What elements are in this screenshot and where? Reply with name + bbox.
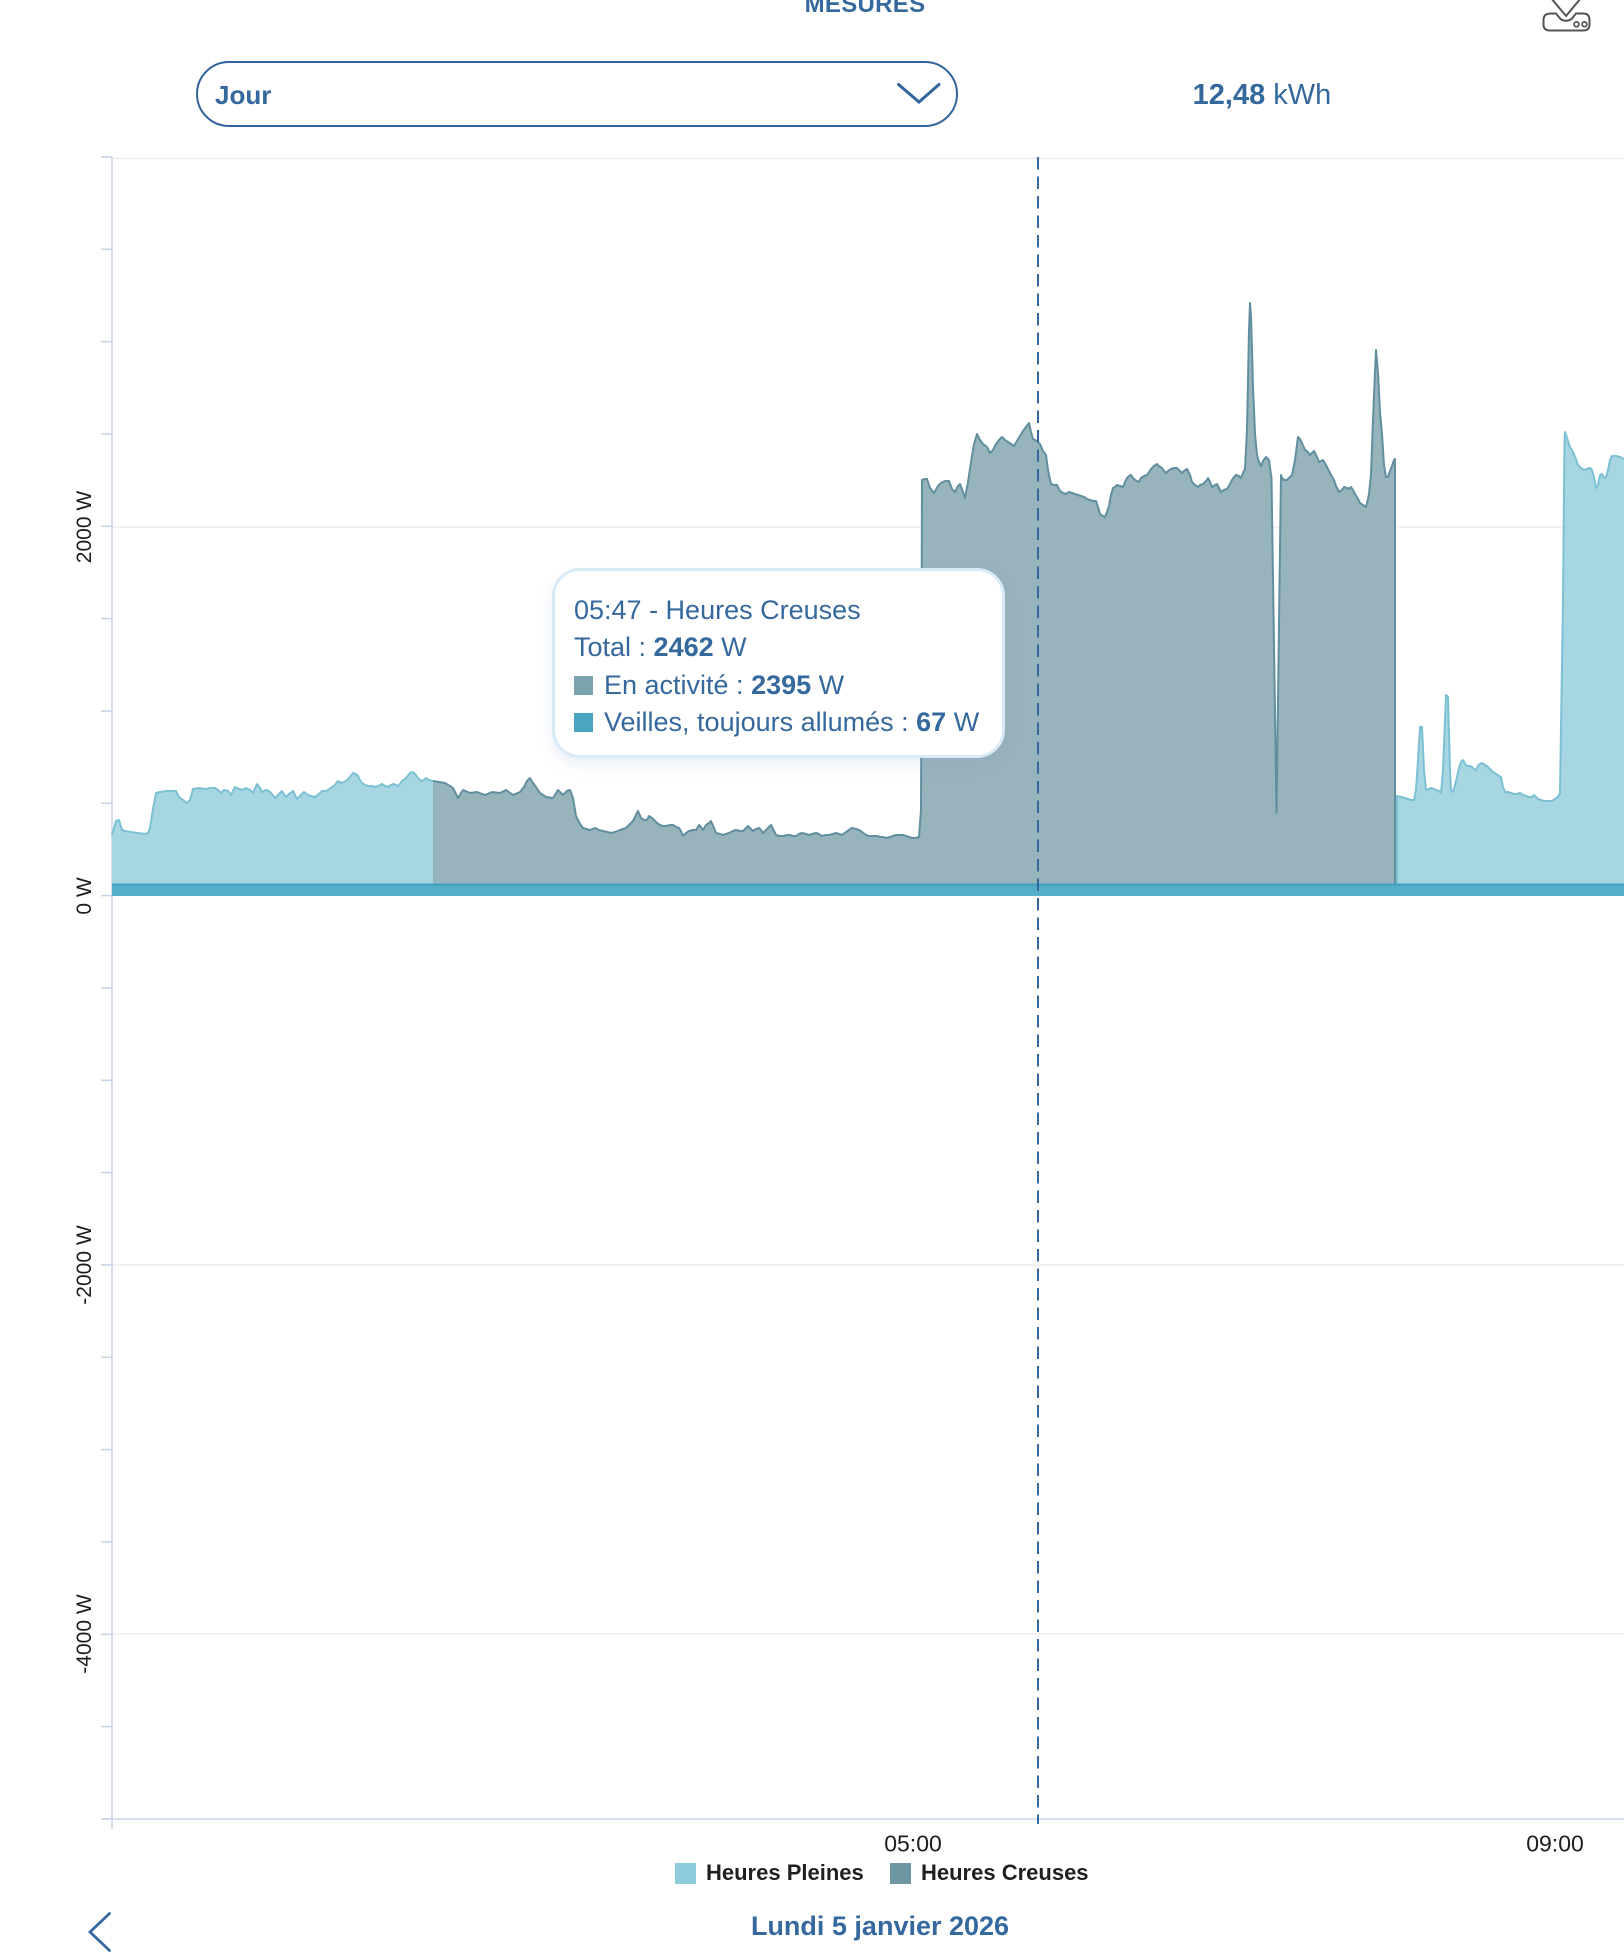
- svg-text:05:00: 05:00: [884, 1831, 942, 1857]
- svg-text:09:00: 09:00: [1526, 1831, 1584, 1857]
- svg-text:-2000 W: -2000 W: [73, 1225, 96, 1305]
- svg-text:0 W: 0 W: [73, 877, 96, 915]
- svg-text:-4000 W: -4000 W: [73, 1594, 96, 1674]
- svg-text:2000 W: 2000 W: [73, 491, 96, 564]
